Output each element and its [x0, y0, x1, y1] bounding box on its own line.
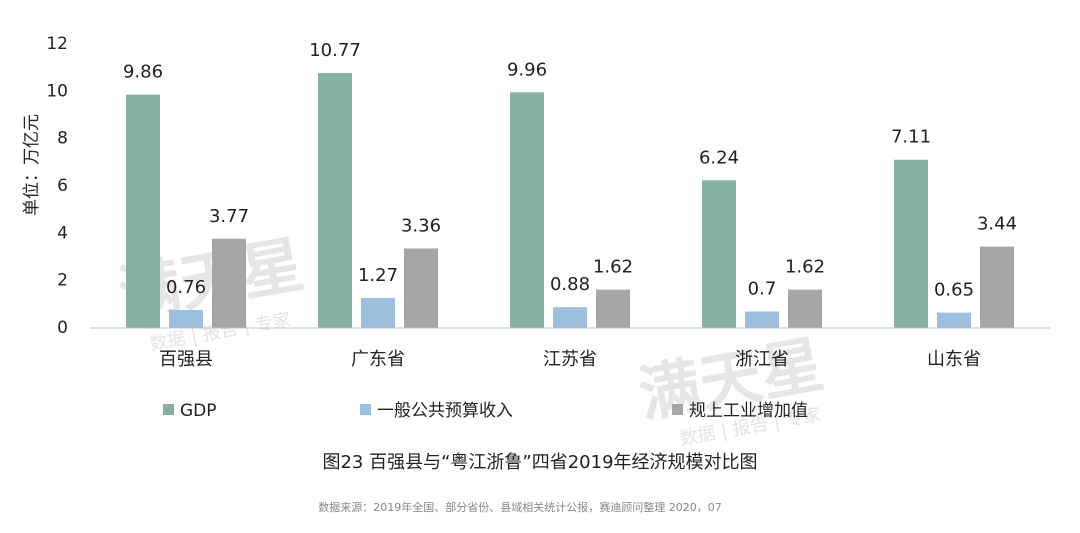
value-label: 6.24 [699, 147, 739, 168]
x-tick-label: 山东省 [927, 349, 981, 370]
x-tick-label: 百强县 [159, 349, 213, 370]
x-tick-label: 浙江省 [735, 349, 789, 370]
bar [212, 238, 246, 328]
y-tick-label: 0 [57, 318, 68, 338]
value-label: 0.65 [934, 280, 974, 301]
bar [745, 311, 779, 328]
value-label: 9.96 [507, 59, 547, 80]
value-label: 1.62 [785, 257, 825, 278]
bar [510, 92, 544, 328]
value-label: 9.86 [123, 62, 163, 83]
value-label: 1.27 [358, 265, 398, 286]
bar [126, 94, 160, 328]
y-tick-label: 12 [46, 34, 68, 54]
bar [596, 289, 630, 328]
x-tick-label: 江苏省 [543, 349, 597, 370]
bar [788, 289, 822, 328]
value-label: 0.76 [166, 277, 206, 298]
bar [169, 310, 203, 328]
y-tick-label: 6 [57, 176, 68, 196]
bar [894, 159, 928, 328]
y-axis-label: 单位：万亿元 [22, 114, 42, 216]
bar [937, 312, 971, 328]
x-tick-label: 广东省 [351, 349, 405, 370]
bar [702, 180, 736, 328]
value-label: 7.11 [891, 127, 931, 148]
y-tick-label: 2 [57, 271, 68, 291]
legend-swatch [163, 404, 174, 415]
value-label: 3.77 [209, 206, 249, 227]
legend-swatch [672, 404, 683, 415]
legend-label: GDP [180, 401, 217, 421]
value-label: 0.7 [748, 278, 777, 299]
y-tick-label: 4 [57, 223, 68, 243]
legend-label: 规上工业增加值 [689, 401, 808, 421]
bar [404, 248, 438, 328]
bar [318, 73, 352, 328]
legend-swatch [360, 404, 371, 415]
y-tick-label: 10 [46, 81, 68, 101]
bar [553, 307, 587, 328]
value-label: 3.44 [977, 214, 1017, 235]
value-label: 10.77 [309, 40, 361, 61]
y-tick-label: 8 [57, 129, 68, 149]
legend-label: 一般公共预算收入 [377, 401, 513, 421]
value-label: 1.62 [593, 257, 633, 278]
bar [980, 246, 1014, 328]
value-label: 0.88 [550, 274, 590, 295]
value-label: 3.36 [401, 215, 441, 236]
bar [361, 297, 395, 328]
source: 数据来源：2019年全国、部分省份、县域相关统计公报，赛迪顾问整理 2020，0… [318, 500, 721, 514]
caption: 图23 百强县与“粤江浙鲁”四省2019年经济规模对比图 [322, 452, 757, 473]
